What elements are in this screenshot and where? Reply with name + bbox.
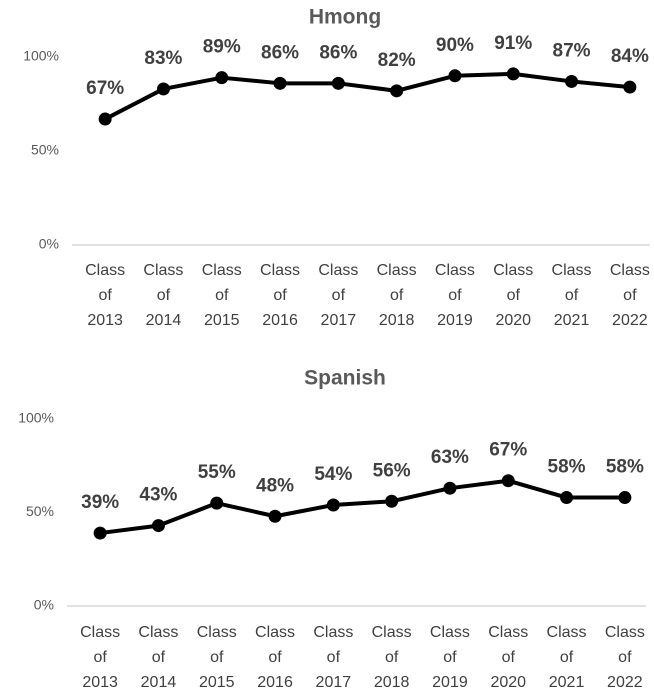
point <box>331 76 345 90</box>
data-label: 67% <box>489 440 527 461</box>
x-tick-label: Class of 2015 <box>201 262 242 329</box>
point <box>93 526 107 540</box>
y-tick-label: 100% <box>23 48 59 64</box>
y-tick-label: 50% <box>31 142 59 158</box>
data-label: 86% <box>319 42 357 63</box>
data-label: 58% <box>606 457 644 478</box>
y-tick-label: 100% <box>18 410 54 426</box>
x-tick-label: Class of 2015 <box>196 624 237 691</box>
data-label: 43% <box>139 485 177 506</box>
data-label: 55% <box>198 462 236 483</box>
x-tick-label: Class of 2018 <box>371 624 412 691</box>
x-tick-label: Class of 2017 <box>313 624 354 691</box>
x-tick-label: Class of 2019 <box>434 262 475 329</box>
point <box>565 74 579 88</box>
point <box>151 519 165 533</box>
line <box>104 71 631 121</box>
x-tick-label: Class of 2014 <box>138 624 179 691</box>
data-label: 67% <box>86 78 124 99</box>
x-tick-label: Class of 2013 <box>85 262 126 329</box>
x-tick-label: Class of 2022 <box>609 262 650 329</box>
point <box>443 481 457 495</box>
chart-title: Hmong <box>309 6 381 29</box>
x-tick-label: Class of 2020 <box>488 624 529 691</box>
data-label: 48% <box>256 475 294 496</box>
point <box>385 494 399 508</box>
point <box>501 474 515 488</box>
point <box>390 84 404 98</box>
point <box>268 509 282 523</box>
x-tick-label: Class of 2018 <box>376 262 417 329</box>
data-label: 63% <box>431 447 469 468</box>
data-label: 91% <box>494 33 532 54</box>
chart-title: Spanish <box>304 367 386 390</box>
point <box>623 80 637 94</box>
x-tick-label: Class of 2014 <box>143 262 184 329</box>
x-tick-label: Class of 2013 <box>80 624 121 691</box>
line <box>99 478 625 536</box>
x-tick-label: Class of 2021 <box>546 624 587 691</box>
data-label: 39% <box>81 492 119 513</box>
x-tick-label: Class of 2020 <box>493 262 534 329</box>
data-label: 56% <box>373 460 411 481</box>
y-tick-label: 0% <box>39 236 59 252</box>
data-label: 89% <box>203 37 241 58</box>
data-label: 90% <box>436 35 474 56</box>
data-label: 54% <box>314 464 352 485</box>
point <box>156 82 170 96</box>
point <box>448 69 462 83</box>
x-tick-label: Class of 2019 <box>429 624 470 691</box>
data-label: 87% <box>553 40 591 61</box>
point <box>210 496 224 510</box>
x-tick-label: Class of 2016 <box>255 624 296 691</box>
point <box>618 491 632 505</box>
x-tick-label: Class of 2022 <box>604 624 645 691</box>
x-tick-label: Class of 2017 <box>318 262 359 329</box>
point <box>506 67 520 81</box>
y-tick-label: 0% <box>34 597 54 613</box>
data-label: 84% <box>611 46 649 67</box>
point <box>326 498 340 512</box>
data-label: 82% <box>378 50 416 71</box>
point <box>98 112 112 126</box>
point <box>215 71 229 85</box>
y-tick-label: 50% <box>26 503 54 519</box>
x-tick-label: Class of 2021 <box>551 262 592 329</box>
data-label: 58% <box>548 457 586 478</box>
data-label: 83% <box>144 48 182 69</box>
point <box>560 491 574 505</box>
data-label: 86% <box>261 42 299 63</box>
point <box>273 76 287 90</box>
x-tick-label: Class of 2016 <box>260 262 301 329</box>
